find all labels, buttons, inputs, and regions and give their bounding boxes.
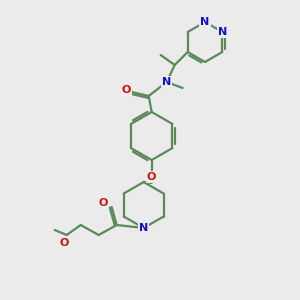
Text: N: N xyxy=(139,223,148,233)
Text: O: O xyxy=(99,198,108,208)
Text: O: O xyxy=(122,85,131,95)
Text: O: O xyxy=(147,172,156,182)
Text: N: N xyxy=(162,77,171,87)
Text: O: O xyxy=(60,238,69,248)
Text: N: N xyxy=(218,27,227,37)
Text: N: N xyxy=(200,17,210,27)
